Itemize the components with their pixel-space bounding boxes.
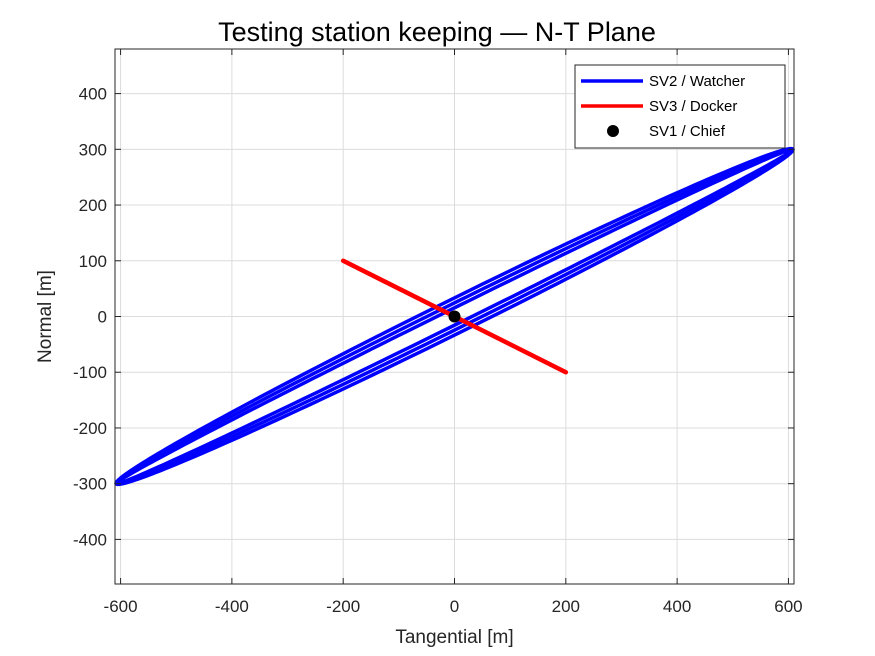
y-tick-label: -100 [73, 363, 107, 382]
y-tick-label: -400 [73, 530, 107, 549]
legend-label: SV3 / Docker [649, 98, 737, 115]
x-tick-label: 200 [552, 597, 580, 616]
chart-title: Testing station keeping — N-T Plane [218, 17, 656, 47]
y-tick-label: 200 [79, 196, 107, 215]
y-tick-label: 400 [79, 85, 107, 104]
y-tick-label: -200 [73, 419, 107, 438]
x-tick-label: -600 [104, 597, 138, 616]
x-axis-label: Tangential [m] [395, 627, 513, 648]
legend-label: SV2 / Watcher [649, 73, 745, 90]
y-tick-label: 100 [79, 252, 107, 271]
y-axis-label: Normal [m] [35, 270, 56, 363]
x-tick-label: 0 [450, 597, 459, 616]
y-tick-label: 300 [79, 140, 107, 159]
ticks: -600 -400 -200 0 200 400 600 -400 -300 -200 -100 0 1… [73, 49, 803, 616]
y-tick-label: 0 [98, 308, 107, 327]
chief-marker [448, 310, 461, 323]
y-tick-label: -300 [73, 475, 107, 494]
x-tick-label: 600 [774, 597, 802, 616]
legend: SV2 / Watcher SV3 / Docker SV1 / Chief [574, 64, 786, 149]
legend-marker [607, 125, 619, 137]
x-tick-label: 400 [663, 597, 691, 616]
x-tick-label: -400 [215, 597, 249, 616]
x-tick-label: -200 [326, 597, 360, 616]
legend-label: SV1 / Chief [649, 123, 726, 140]
